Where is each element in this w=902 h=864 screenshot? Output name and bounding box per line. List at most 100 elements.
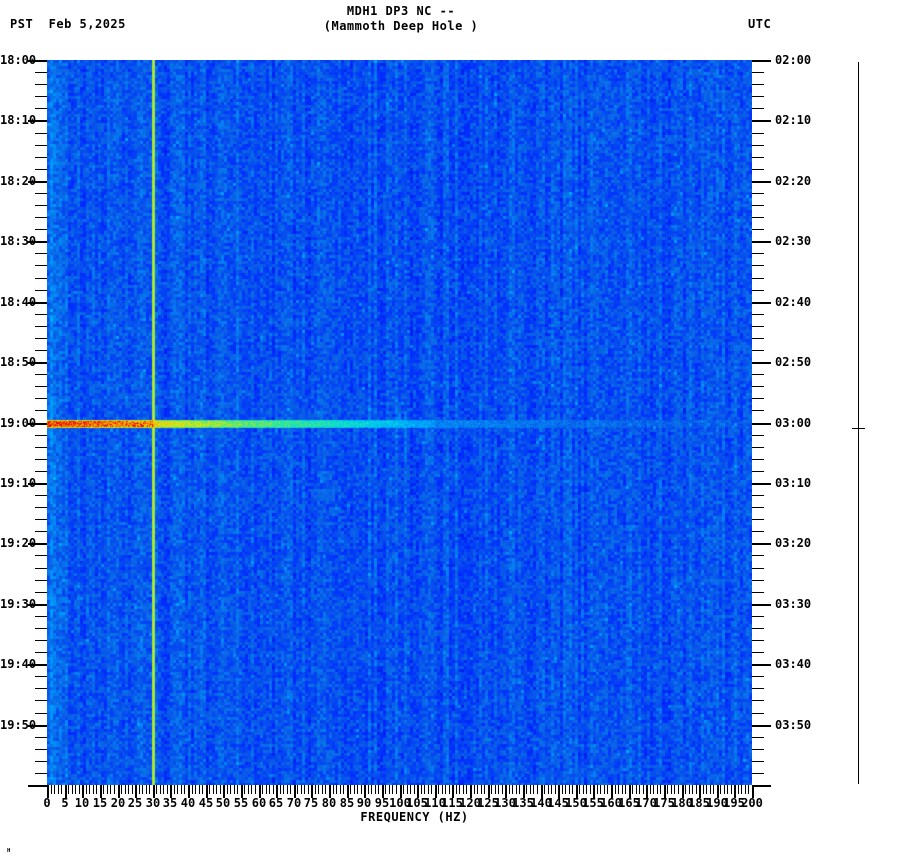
x-tick-major (347, 785, 349, 798)
y-tick-right-minor (752, 169, 764, 170)
y-axis-left-label: 19:00 (0, 416, 37, 430)
x-tick-minor (653, 785, 654, 794)
y-tick-right-minor (752, 326, 764, 327)
x-tick-minor (125, 785, 126, 794)
x-tick-minor (375, 785, 376, 794)
y-tick-left-minor (35, 205, 47, 206)
y-tick-left-major (28, 181, 47, 183)
x-axis-label: 65 (268, 796, 284, 810)
x-tick-major (241, 785, 243, 798)
x-tick-major (470, 785, 472, 798)
x-tick-minor (583, 785, 584, 794)
x-tick-major (488, 785, 490, 798)
x-tick-minor (304, 785, 305, 794)
x-axis-label: 30 (145, 796, 161, 810)
y-tick-right-minor (752, 265, 764, 266)
y-tick-right-major (752, 181, 771, 183)
x-tick-minor (378, 785, 379, 794)
y-tick-right-minor (752, 555, 764, 556)
y-axis-left-label: 18:00 (0, 53, 37, 67)
y-tick-right-minor (752, 253, 764, 254)
y-tick-right-minor (752, 471, 764, 472)
y-tick-right-minor (752, 507, 764, 508)
x-tick-minor (530, 785, 531, 794)
x-tick-minor (322, 785, 323, 794)
spectrogram-image (47, 60, 752, 785)
x-tick-minor (266, 785, 267, 794)
y-tick-left-minor (35, 84, 47, 85)
y-tick-left-minor (35, 265, 47, 266)
x-tick-minor (526, 785, 527, 794)
y-tick-left-minor (35, 713, 47, 714)
y-tick-left-minor (35, 108, 47, 109)
x-tick-minor (248, 785, 249, 794)
y-tick-right-minor (752, 157, 764, 158)
x-tick-minor (167, 785, 168, 794)
y-tick-right-minor (752, 519, 764, 520)
x-tick-minor (301, 785, 302, 794)
x-tick-minor (237, 785, 238, 794)
y-tick-left-major (28, 785, 47, 787)
x-axis-label: 130 (494, 796, 516, 810)
x-tick-minor (110, 785, 111, 794)
y-tick-left-major (28, 604, 47, 606)
y-tick-right-minor (752, 435, 764, 436)
y-tick-right-minor (752, 386, 764, 387)
y-axis-left-label: 18:50 (0, 355, 37, 369)
x-tick-minor (283, 785, 284, 794)
x-tick-minor (297, 785, 298, 794)
y-tick-right-minor (752, 410, 764, 411)
x-tick-minor (308, 785, 309, 794)
y-tick-right-major (752, 362, 771, 364)
x-tick-minor (251, 785, 252, 794)
y-tick-left-minor (35, 350, 47, 351)
x-axis-label: 90 (356, 796, 372, 810)
x-tick-minor (572, 785, 573, 794)
y-tick-right-minor (752, 592, 764, 593)
x-axis-label: 155 (582, 796, 604, 810)
x-axis-label: 180 (671, 796, 693, 810)
x-tick-minor (604, 785, 605, 794)
y-tick-left-major (28, 302, 47, 304)
x-axis-label: 75 (303, 796, 319, 810)
y-tick-right-major (752, 60, 771, 62)
corner-artifact-mark: ᴴ (6, 848, 12, 858)
x-tick-minor (579, 785, 580, 794)
y-tick-right-major (752, 785, 771, 787)
x-tick-minor (142, 785, 143, 794)
x-tick-minor (731, 785, 732, 794)
x-tick-minor (262, 785, 263, 794)
y-tick-left-minor (35, 374, 47, 375)
y-tick-left-minor (35, 640, 47, 641)
y-tick-left-minor (35, 157, 47, 158)
x-tick-minor (209, 785, 210, 794)
x-tick-minor (273, 785, 274, 794)
y-tick-left-minor (35, 447, 47, 448)
y-tick-left-minor (35, 229, 47, 230)
y-tick-right-minor (752, 447, 764, 448)
y-tick-right-minor (752, 133, 764, 134)
x-axis-label: 145 (547, 796, 569, 810)
y-tick-right-major (752, 120, 771, 122)
x-tick-minor (442, 785, 443, 794)
y-axis-left-label: 19:10 (0, 476, 37, 490)
x-axis-label: 175 (653, 796, 675, 810)
x-tick-minor (720, 785, 721, 794)
x-tick-minor (466, 785, 467, 794)
x-tick-major (452, 785, 454, 798)
x-axis-label: 15 (92, 796, 108, 810)
x-tick-minor (600, 785, 601, 794)
x-tick-major (682, 785, 684, 798)
y-tick-left-minor (35, 193, 47, 194)
y-tick-right-major (752, 241, 771, 243)
x-axis-label: 50 (215, 796, 231, 810)
x-tick-minor (622, 785, 623, 794)
x-tick-minor (615, 785, 616, 794)
x-tick-minor (537, 785, 538, 794)
x-tick-minor (61, 785, 62, 794)
x-axis-label: 85 (339, 796, 355, 810)
x-tick-major (611, 785, 613, 798)
x-tick-minor (632, 785, 633, 794)
x-tick-minor (403, 785, 404, 794)
x-tick-minor (484, 785, 485, 794)
